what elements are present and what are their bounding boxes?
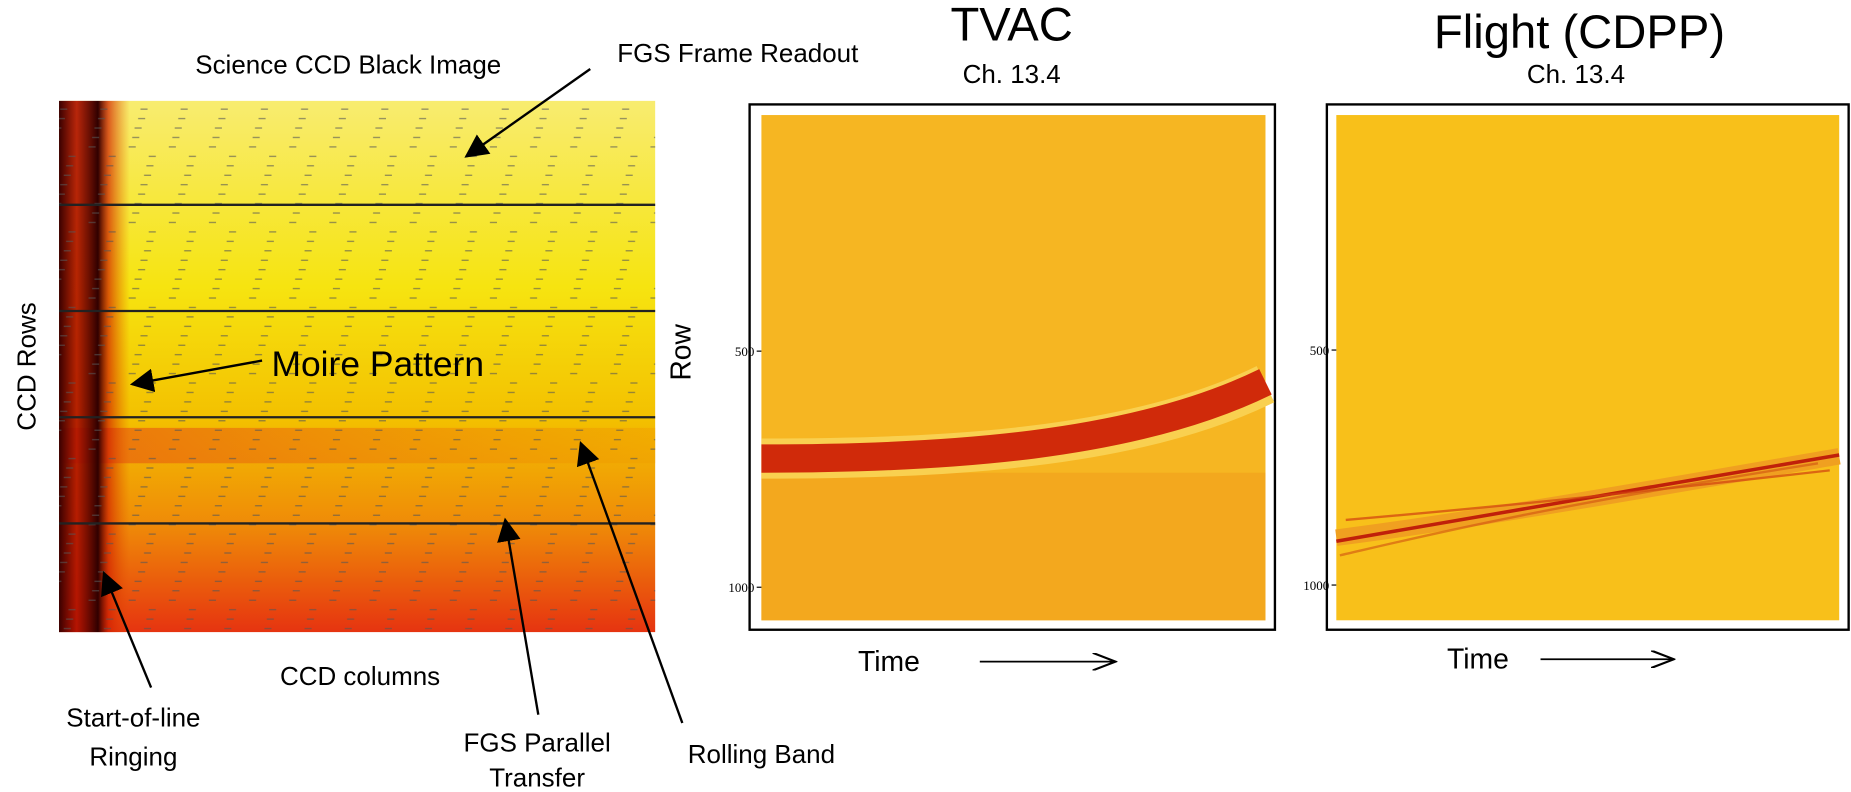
tvac-heatmap: [761, 115, 1275, 621]
y-axis-label: CCD Rows: [11, 302, 41, 430]
annotation: Ringing: [89, 741, 177, 771]
annotation: Moire Pattern: [271, 344, 484, 384]
left-title: Science CCD Black Image: [195, 50, 501, 80]
annotation: FGS Parallel: [464, 727, 611, 757]
y-axis-label: Row: [666, 323, 698, 380]
flight-heatmap: [1335, 115, 1841, 621]
annotation: Rolling Band: [688, 739, 835, 769]
annotation: FGS Frame Readout: [617, 38, 859, 68]
y-tick-label: 500: [735, 344, 754, 359]
x-axis-label: CCD columns: [280, 661, 440, 691]
ccd-image: [59, 100, 656, 633]
panel-subtitle: Ch. 13.4: [1527, 59, 1625, 89]
panel-title: Flight (CDPP): [1434, 6, 1725, 59]
x-axis-label: Time: [858, 646, 920, 678]
annotation: Transfer: [489, 763, 585, 792]
panel-title: TVAC: [950, 0, 1072, 52]
annotation: Start-of-line: [66, 703, 200, 733]
y-tick-label: 500: [1310, 343, 1329, 358]
x-axis-label: Time: [1447, 644, 1509, 676]
arrows: [101, 68, 684, 724]
panel-subtitle: Ch. 13.4: [963, 59, 1061, 89]
y-tick-label: 1000: [1303, 578, 1329, 593]
y-tick-label: 1000: [728, 580, 754, 595]
